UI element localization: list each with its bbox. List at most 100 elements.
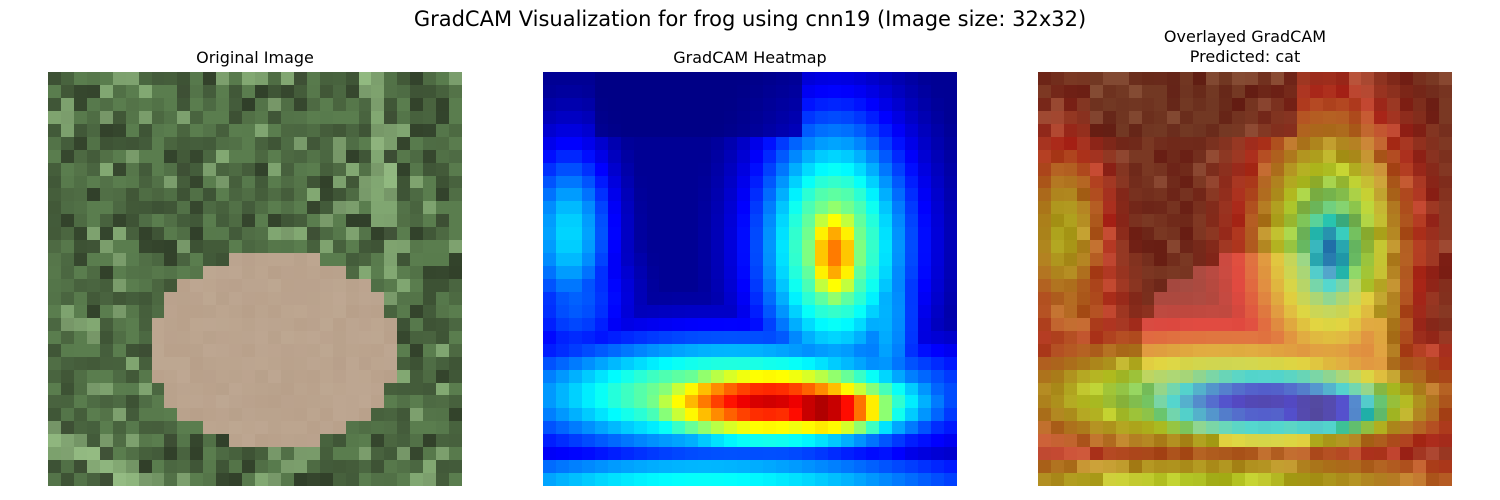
heatmap-pixel [737, 72, 750, 85]
heatmap-pixel [594, 356, 608, 370]
original-pixel [203, 123, 217, 137]
heatmap-pixel [762, 369, 776, 383]
original-pixel [177, 382, 191, 396]
overlay-pixel [1115, 382, 1129, 396]
overlay-pixel [1439, 136, 1452, 150]
heatmap-pixel [698, 175, 712, 189]
heatmap-pixel [672, 84, 686, 98]
overlay-pixel [1038, 382, 1051, 396]
overlay-pixel [1439, 72, 1452, 85]
overlay-pixel [1076, 266, 1090, 279]
overlay-pixel [1296, 291, 1310, 305]
overlay-pixel [1154, 369, 1168, 383]
heatmap-pixel [555, 201, 569, 215]
original-pixel [255, 434, 268, 448]
heatmap-pixel [905, 447, 919, 461]
overlay-pixel [1387, 304, 1401, 318]
overlay-pixel [1309, 304, 1323, 318]
overlay-pixel [1180, 317, 1194, 331]
heatmap-pixel [555, 253, 569, 267]
original-pixel [255, 330, 268, 344]
heatmap-pixel [672, 434, 686, 448]
heatmap-pixel [840, 279, 854, 292]
original-pixel [190, 291, 204, 305]
overlay-pixel [1400, 201, 1414, 215]
original-pixel [384, 240, 398, 254]
original-pixel [203, 447, 217, 461]
overlay-pixel [1076, 473, 1090, 486]
heatmap-pixel [788, 291, 802, 305]
heatmap-pixel [698, 356, 712, 370]
overlay-pixel [1296, 188, 1310, 202]
original-pixel [306, 97, 320, 111]
original-pixel [397, 149, 411, 163]
original-pixel [345, 175, 359, 189]
overlay-pixel [1038, 149, 1051, 163]
original-pixel [358, 266, 372, 279]
original-pixel [242, 447, 255, 461]
original-pixel [177, 253, 191, 267]
original-pixel [86, 162, 100, 176]
heatmap-pixel [724, 421, 738, 435]
original-pixel [203, 460, 217, 474]
heatmap-pixel [620, 369, 634, 383]
overlay-pixel [1439, 84, 1452, 98]
heatmap-pixel [788, 214, 802, 228]
overlay-pixel [1063, 447, 1077, 461]
heatmap-pixel [581, 279, 595, 292]
original-pixel [138, 188, 152, 202]
original-pixel [358, 291, 372, 305]
overlay-pixel [1374, 434, 1388, 448]
heatmap-pixel [814, 291, 828, 305]
overlay-pixel [1361, 408, 1375, 422]
overlay-pixel [1270, 421, 1284, 435]
heatmap-pixel [840, 240, 854, 254]
overlay-pixel [1206, 162, 1220, 176]
original-pixel [319, 408, 333, 422]
overlay-pixel [1361, 317, 1375, 331]
original-pixel [229, 240, 243, 254]
heatmap-pixel [607, 84, 621, 98]
original-pixel [151, 279, 165, 292]
original-pixel [319, 136, 333, 150]
overlay-pixel [1296, 110, 1310, 124]
overlay-pixel [1413, 395, 1427, 409]
original-pixel [125, 227, 139, 241]
overlay-pixel [1426, 343, 1440, 357]
original-pixel [436, 395, 450, 409]
heatmap-pixel [672, 240, 686, 254]
heatmap-pixel [879, 317, 893, 331]
original-pixel [177, 421, 191, 435]
overlay-pixel [1038, 253, 1051, 267]
original-pixel [203, 395, 217, 409]
overlay-pixel [1115, 149, 1129, 163]
overlay-pixel [1439, 434, 1452, 448]
original-pixel [371, 253, 385, 267]
overlay-pixel [1413, 343, 1427, 357]
overlay-pixel [1076, 356, 1090, 370]
overlay-pixel [1141, 317, 1155, 331]
overlay-pixel [1387, 369, 1401, 383]
heatmap-pixel [840, 317, 854, 331]
original-pixel [397, 240, 411, 254]
overlay-pixel [1322, 473, 1336, 486]
overlay-pixel [1141, 408, 1155, 422]
original-pixel [203, 253, 217, 267]
original-pixel [267, 369, 281, 383]
overlay-pixel [1257, 240, 1271, 254]
original-pixel [384, 304, 398, 318]
original-pixel [216, 136, 230, 150]
heatmap-pixel [905, 369, 919, 383]
overlay-pixel [1128, 317, 1142, 331]
overlay-pixel [1154, 84, 1168, 98]
heatmap-pixel [659, 382, 673, 396]
overlay-pixel [1257, 434, 1271, 448]
heatmap-pixel [801, 97, 815, 111]
overlay-pixel [1322, 188, 1336, 202]
overlay-pixel [1102, 136, 1116, 150]
original-pixel [267, 279, 281, 292]
heatmap-pixel [827, 434, 841, 448]
original-pixel [164, 408, 178, 422]
original-pixel [384, 110, 398, 124]
heatmap-pixel [814, 408, 828, 422]
